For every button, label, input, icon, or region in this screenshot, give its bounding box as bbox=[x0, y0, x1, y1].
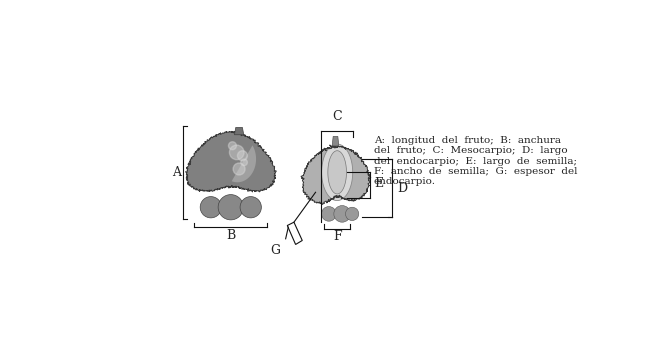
Polygon shape bbox=[332, 137, 339, 146]
Polygon shape bbox=[231, 145, 256, 182]
Circle shape bbox=[233, 163, 245, 175]
Circle shape bbox=[321, 207, 336, 221]
Circle shape bbox=[240, 197, 262, 218]
Text: C: C bbox=[332, 111, 342, 123]
Polygon shape bbox=[186, 131, 276, 192]
Text: F: F bbox=[333, 230, 342, 243]
Text: D: D bbox=[397, 182, 407, 195]
Circle shape bbox=[200, 197, 221, 218]
Text: B: B bbox=[226, 229, 236, 242]
Text: A:  longitud  del  fruto;  B:  anchura
del  fruto;  C:  Mesocarpio;  D:  largo
d: A: longitud del fruto; B: anchura del fr… bbox=[374, 136, 577, 186]
Circle shape bbox=[229, 145, 244, 160]
Polygon shape bbox=[301, 145, 371, 204]
Polygon shape bbox=[234, 127, 244, 135]
Circle shape bbox=[218, 195, 244, 220]
Polygon shape bbox=[328, 151, 346, 194]
Text: E: E bbox=[374, 177, 384, 190]
Circle shape bbox=[238, 151, 248, 161]
Text: A: A bbox=[172, 166, 181, 179]
Circle shape bbox=[228, 142, 236, 150]
Circle shape bbox=[241, 159, 248, 166]
Text: G: G bbox=[270, 244, 280, 257]
Circle shape bbox=[346, 207, 359, 220]
Circle shape bbox=[334, 206, 350, 222]
Polygon shape bbox=[321, 144, 353, 200]
